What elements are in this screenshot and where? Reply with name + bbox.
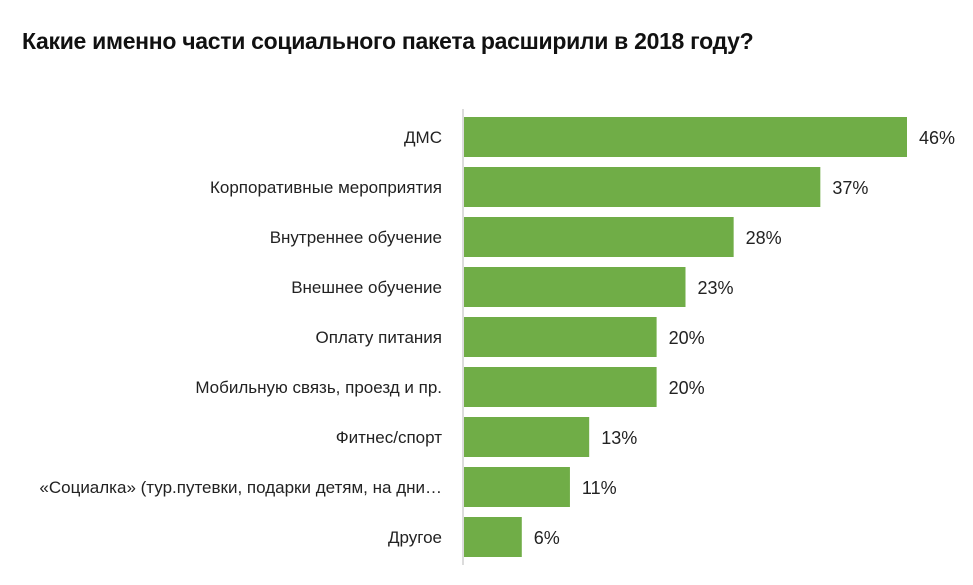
category-label: Другое — [388, 528, 442, 547]
data-label: 46% — [919, 128, 955, 148]
bar — [464, 517, 522, 557]
category-label: Фитнес/спорт — [336, 428, 443, 447]
data-label: 37% — [832, 178, 868, 198]
category-label: «Социалка» (тур.путевки, подарки детям, … — [39, 478, 442, 497]
category-label: Корпоративные мероприятия — [210, 178, 442, 197]
category-label: Внешнее обучение — [291, 278, 442, 297]
category-label: ДМС — [404, 128, 442, 147]
data-label: 6% — [534, 528, 560, 548]
category-label: Оплату питания — [316, 328, 442, 347]
bar — [464, 367, 657, 407]
data-label: 11% — [582, 478, 617, 498]
bar — [464, 117, 907, 157]
bar — [464, 467, 570, 507]
data-label: 20% — [669, 378, 705, 398]
data-label: 23% — [698, 278, 734, 298]
category-label: Внутреннее обучение — [270, 228, 442, 247]
data-label: 28% — [746, 228, 782, 248]
data-label: 13% — [601, 428, 637, 448]
bar — [464, 267, 686, 307]
bar — [464, 417, 590, 457]
chart-title: Какие именно части социального пакета ра… — [22, 28, 754, 54]
data-label: 20% — [669, 328, 705, 348]
bar — [464, 317, 657, 357]
category-label: Мобильную связь, проезд и пр. — [195, 378, 442, 397]
bar — [464, 217, 734, 257]
bar — [464, 167, 821, 207]
